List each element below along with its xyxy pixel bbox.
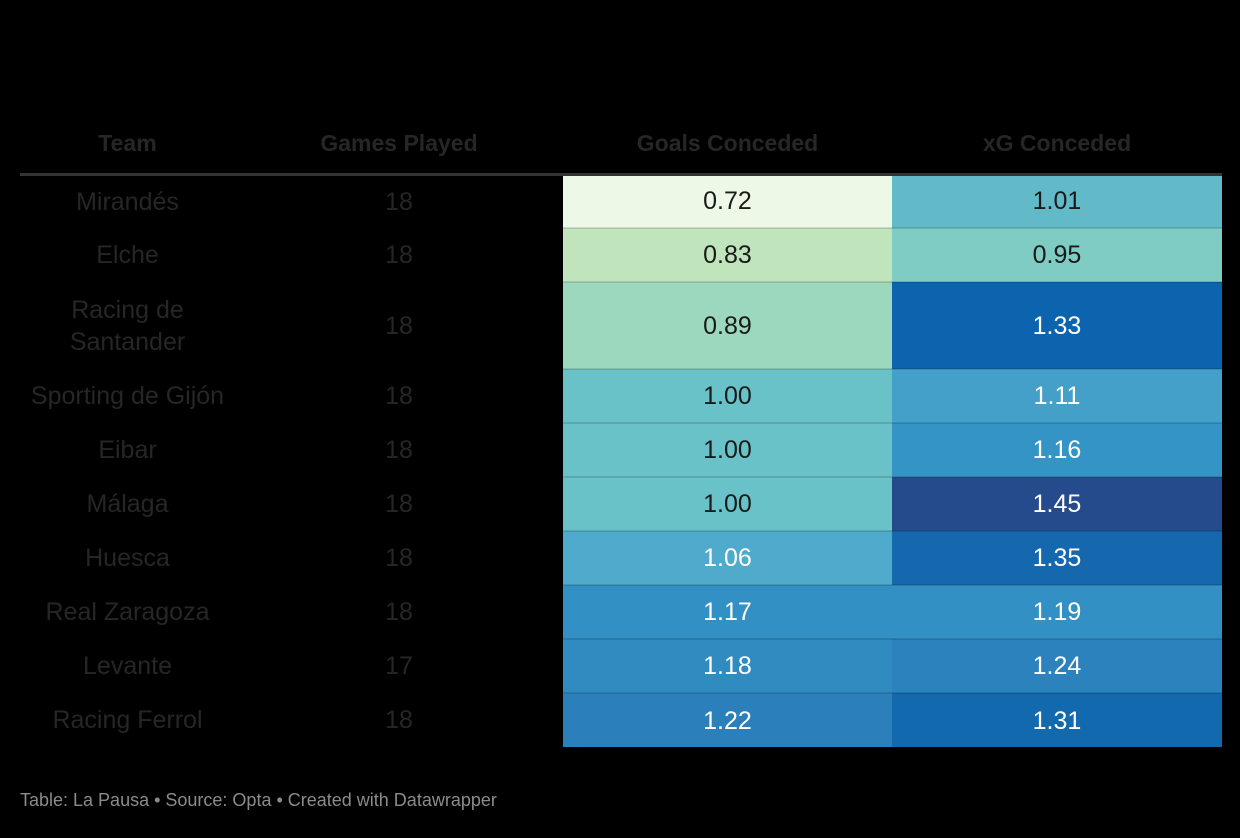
goals-conceded-value: 1.00 bbox=[563, 422, 892, 477]
goals-conceded-value: 1.22 bbox=[563, 692, 892, 747]
table-row: Racing de Santander 18 0.89 1.33 bbox=[20, 281, 1222, 369]
team-name: Racing de Santander bbox=[69, 295, 186, 356]
table-row: Racing Ferrol 18 1.22 1.31 bbox=[20, 692, 1222, 747]
goals-conceded-value: 1.17 bbox=[563, 584, 892, 639]
team-name: Elche bbox=[96, 241, 159, 269]
table-row: Huesca 18 1.06 1.35 bbox=[20, 530, 1222, 585]
column-header-team: Team bbox=[20, 96, 235, 176]
goals-conceded-value: 1.18 bbox=[563, 638, 892, 693]
stats-table: Team Games Played Goals Conceded xG Conc… bbox=[20, 96, 1222, 747]
goals-conceded-value: 0.89 bbox=[563, 281, 892, 369]
table-row: Elche 18 0.83 0.95 bbox=[20, 227, 1222, 282]
table-visualization: Team Games Played Goals Conceded xG Conc… bbox=[20, 96, 1222, 810]
team-name: Sporting de Gijón bbox=[30, 382, 225, 410]
goals-conceded-value: 1.06 bbox=[563, 530, 892, 585]
xg-conceded-value: 0.95 bbox=[892, 227, 1222, 282]
xg-conceded-value: 1.31 bbox=[892, 692, 1222, 747]
games-played-value: 18 bbox=[385, 311, 413, 340]
team-name: Levante bbox=[83, 652, 172, 680]
games-played-value: 18 bbox=[385, 382, 413, 410]
team-name: Racing Ferrol bbox=[52, 706, 203, 734]
team-name: Huesca bbox=[85, 544, 170, 572]
table-row: Mirandés 18 0.72 1.01 bbox=[20, 173, 1222, 228]
table-row: Eibar 18 1.00 1.16 bbox=[20, 422, 1222, 477]
table-row: Levante 17 1.18 1.24 bbox=[20, 638, 1222, 693]
games-played-value: 17 bbox=[385, 652, 413, 680]
xg-conceded-value: 1.19 bbox=[892, 584, 1222, 639]
xg-conceded-value: 1.33 bbox=[892, 281, 1222, 369]
table-row: Málaga 18 1.00 1.45 bbox=[20, 476, 1222, 531]
xg-conceded-value: 1.35 bbox=[892, 530, 1222, 585]
games-played-value: 18 bbox=[385, 490, 413, 518]
xg-conceded-value: 1.11 bbox=[892, 368, 1222, 423]
goals-conceded-value: 1.00 bbox=[563, 476, 892, 531]
team-name: Eibar bbox=[98, 436, 157, 464]
xg-conceded-value: 1.45 bbox=[892, 476, 1222, 531]
column-header-goals-conceded: Goals Conceded bbox=[563, 96, 892, 176]
column-header-games-played: Games Played bbox=[235, 96, 563, 176]
table-row: Sporting de Gijón 18 1.00 1.11 bbox=[20, 368, 1222, 423]
goals-conceded-value: 1.00 bbox=[563, 368, 892, 423]
goals-conceded-value: 0.83 bbox=[563, 227, 892, 282]
table-attribution: Table: La Pausa • Source: Opta • Created… bbox=[20, 790, 497, 810]
games-played-value: 18 bbox=[385, 187, 413, 216]
team-name: Real Zaragoza bbox=[45, 598, 210, 626]
games-played-value: 18 bbox=[385, 241, 413, 269]
games-played-value: 18 bbox=[385, 436, 413, 464]
games-played-value: 18 bbox=[385, 706, 413, 734]
goals-conceded-value: 0.72 bbox=[563, 173, 892, 228]
table-row: Real Zaragoza 18 1.17 1.19 bbox=[20, 584, 1222, 639]
games-played-value: 18 bbox=[385, 598, 413, 626]
column-header-xg-conceded: xG Conceded bbox=[892, 96, 1222, 176]
team-name: Mirandés bbox=[76, 187, 179, 216]
team-name: Málaga bbox=[86, 490, 169, 518]
xg-conceded-value: 1.16 bbox=[892, 422, 1222, 477]
games-played-value: 18 bbox=[385, 544, 413, 572]
header-row: Team Games Played Goals Conceded xG Conc… bbox=[20, 96, 1222, 176]
xg-conceded-value: 1.01 bbox=[892, 173, 1222, 228]
xg-conceded-value: 1.24 bbox=[892, 638, 1222, 693]
